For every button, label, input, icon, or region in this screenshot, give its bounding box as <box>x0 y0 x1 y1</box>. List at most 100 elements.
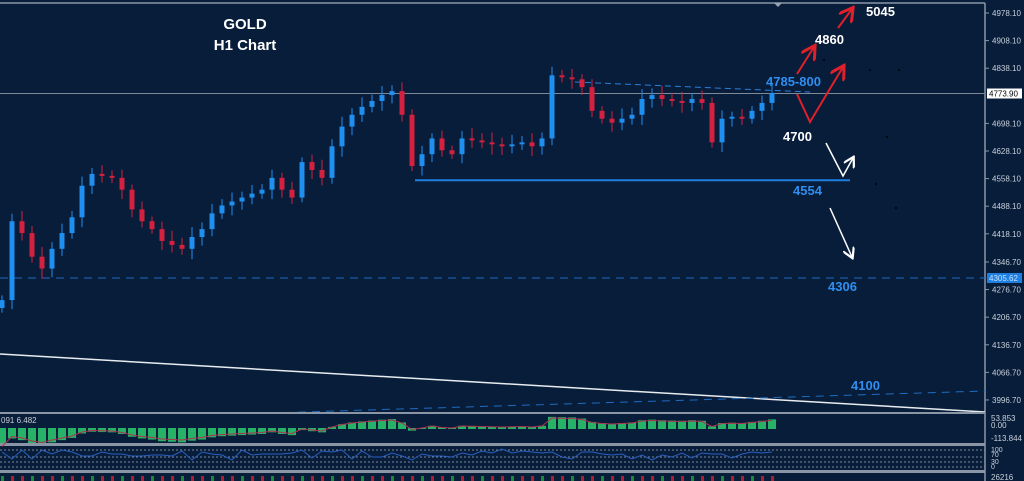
macd-bar <box>88 428 96 432</box>
rsi-tick: 30 <box>991 459 999 466</box>
candle-body <box>79 185 85 218</box>
y-tick-label: 4206.70 <box>992 313 1021 322</box>
volume-bar <box>611 476 614 481</box>
volume-bar <box>751 476 754 481</box>
volume-bar <box>311 476 314 481</box>
candle-body <box>729 116 735 119</box>
volume-bar <box>181 476 184 481</box>
volume-bar <box>131 476 134 481</box>
candle-body <box>769 93 775 103</box>
volume-bar <box>641 476 644 481</box>
volume-bar <box>251 476 254 481</box>
macd-bar <box>168 428 176 442</box>
y-tick-label: 3996.70 <box>992 396 1021 405</box>
volume-bar <box>121 476 124 481</box>
volume-bar <box>731 476 734 481</box>
volume-bar <box>441 476 444 481</box>
candle-body <box>319 169 325 178</box>
macd-bar <box>358 421 366 429</box>
macd-bar <box>108 428 116 433</box>
candle-body <box>209 213 215 230</box>
candle-body <box>659 95 665 99</box>
volume-bar <box>161 476 164 481</box>
macd-label: 091 6.482 <box>1 416 37 425</box>
volume-bar <box>221 476 224 481</box>
arrow-down-icon <box>829 207 852 257</box>
candle-body <box>549 75 555 139</box>
candle-body <box>249 193 255 198</box>
candle-body <box>739 116 745 119</box>
y-tick-label: 4346.70 <box>992 258 1021 267</box>
macd-bar <box>518 426 526 429</box>
candle-body <box>29 233 35 257</box>
candle-body <box>89 173 95 186</box>
dot-marker <box>898 69 900 71</box>
macd-bar <box>198 428 206 440</box>
macd-bar <box>348 422 356 429</box>
macd-bar <box>438 427 446 429</box>
macd-bar <box>338 424 346 429</box>
candle-body <box>509 144 515 147</box>
candle-body <box>9 221 15 301</box>
macd-bar <box>488 426 496 429</box>
candle-body <box>219 205 225 214</box>
macd-bar <box>138 428 146 439</box>
macd-tick: 53.853 <box>991 414 1016 423</box>
volume-bar <box>771 476 774 481</box>
macd-bar <box>708 426 716 429</box>
candle-body <box>169 240 175 245</box>
dot-marker <box>869 69 871 71</box>
candle-body <box>569 77 575 80</box>
macd-bar <box>528 426 536 429</box>
candle-body <box>439 138 445 151</box>
y-tick-label: 4698.10 <box>992 119 1021 128</box>
candle-body <box>389 91 395 96</box>
macd-bar <box>128 428 136 437</box>
candle-body <box>19 221 25 234</box>
candle-body <box>699 98 705 103</box>
volume-bar <box>241 476 244 481</box>
macd-bar <box>758 420 766 429</box>
y-tick-label: 4276.70 <box>992 286 1021 295</box>
y-tick-label: 4136.70 <box>992 341 1021 350</box>
macd-bar <box>68 428 76 438</box>
macd-bar <box>228 428 236 436</box>
macd-bar <box>648 419 656 429</box>
volume-bar <box>111 476 114 481</box>
candle-body <box>649 95 655 99</box>
marked-price-label: 4305.62 <box>989 274 1018 283</box>
panel-separator <box>0 443 985 446</box>
candle-body <box>0 300 5 308</box>
volume-bar <box>581 476 584 481</box>
candle-body <box>129 189 135 210</box>
y-tick-label: 4628.10 <box>992 147 1021 156</box>
level-label: 4100 <box>851 378 880 393</box>
candle-body <box>59 233 65 249</box>
level-label: 4554 <box>793 183 823 198</box>
macd-bar <box>18 428 26 441</box>
chart-subtitle: H1 Chart <box>213 37 277 54</box>
y-tick-label: 4558.10 <box>992 175 1021 184</box>
volume-bar <box>541 476 544 481</box>
volume-bar <box>191 476 194 481</box>
volume-bar <box>1 476 4 481</box>
candle-body <box>669 98 675 101</box>
candle-body <box>119 177 125 190</box>
volume-bar <box>521 476 524 481</box>
rsi-tick: 0 <box>991 464 995 471</box>
volume-bar <box>511 476 514 481</box>
arrow-bounce-icon <box>796 67 843 125</box>
volume-bar <box>171 476 174 481</box>
candle-body <box>749 110 755 119</box>
y-tick-label: 4418.10 <box>992 230 1021 239</box>
candle-body <box>579 79 585 88</box>
candle-body <box>349 114 355 127</box>
macd-bar <box>658 420 666 429</box>
level-label: 4785-800 <box>766 74 821 89</box>
volume-bar <box>151 476 154 481</box>
candle-body <box>369 100 375 107</box>
macd-bar <box>368 420 376 429</box>
candle-body <box>539 138 545 147</box>
